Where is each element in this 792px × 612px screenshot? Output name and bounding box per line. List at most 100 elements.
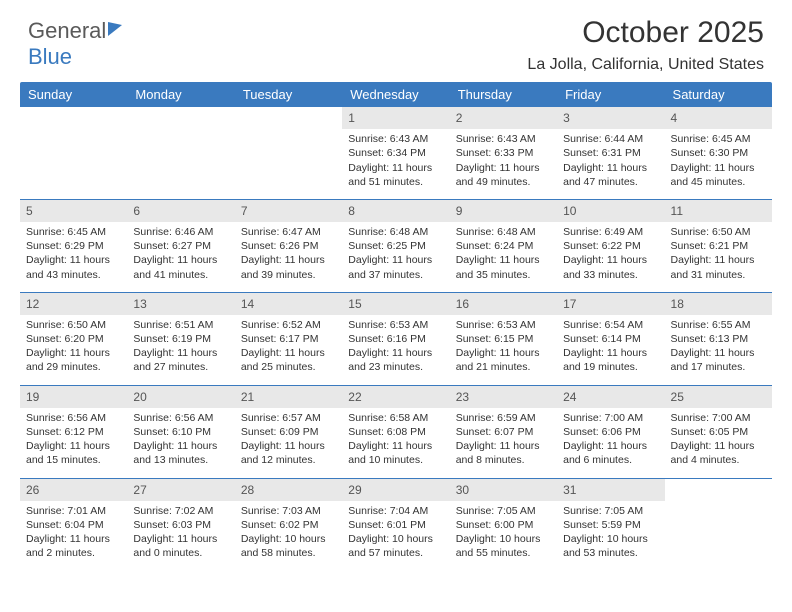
sunset-text: Sunset: 6:07 PM (456, 425, 551, 439)
day-number: 17 (557, 293, 664, 315)
sunset-text: Sunset: 6:25 PM (348, 239, 443, 253)
calendar-day: 14Sunrise: 6:52 AMSunset: 6:17 PMDayligh… (235, 293, 342, 385)
sunrise-text: Sunrise: 7:00 AM (563, 411, 658, 425)
day-body: Sunrise: 6:59 AMSunset: 6:07 PMDaylight:… (450, 408, 557, 478)
day-body: Sunrise: 6:50 AMSunset: 6:20 PMDaylight:… (20, 315, 127, 385)
day-label-monday: Monday (127, 82, 234, 107)
calendar-day: 17Sunrise: 6:54 AMSunset: 6:14 PMDayligh… (557, 293, 664, 385)
calendar-day: . (665, 479, 772, 571)
daylight-text: Daylight: 10 hours and 55 minutes. (456, 532, 551, 560)
day-number: 26 (20, 479, 127, 501)
sunrise-text: Sunrise: 6:53 AM (348, 318, 443, 332)
day-label-tuesday: Tuesday (235, 82, 342, 107)
day-body: Sunrise: 6:50 AMSunset: 6:21 PMDaylight:… (665, 222, 772, 292)
calendar-day: . (235, 107, 342, 199)
sunset-text: Sunset: 6:16 PM (348, 332, 443, 346)
day-body (665, 501, 772, 559)
day-label-thursday: Thursday (450, 82, 557, 107)
sunset-text: Sunset: 6:15 PM (456, 332, 551, 346)
day-label-saturday: Saturday (665, 82, 772, 107)
sunrise-text: Sunrise: 6:51 AM (133, 318, 228, 332)
sunset-text: Sunset: 6:24 PM (456, 239, 551, 253)
daylight-text: Daylight: 10 hours and 58 minutes. (241, 532, 336, 560)
calendar-day: 25Sunrise: 7:00 AMSunset: 6:05 PMDayligh… (665, 386, 772, 478)
sunrise-text: Sunrise: 6:46 AM (133, 225, 228, 239)
calendar-day: . (20, 107, 127, 199)
calendar-day: 27Sunrise: 7:02 AMSunset: 6:03 PMDayligh… (127, 479, 234, 571)
day-body: Sunrise: 7:03 AMSunset: 6:02 PMDaylight:… (235, 501, 342, 571)
day-label-sunday: Sunday (20, 82, 127, 107)
sunset-text: Sunset: 6:10 PM (133, 425, 228, 439)
day-number: 28 (235, 479, 342, 501)
day-number: 10 (557, 200, 664, 222)
calendar-day: 20Sunrise: 6:56 AMSunset: 6:10 PMDayligh… (127, 386, 234, 478)
day-body: Sunrise: 6:53 AMSunset: 6:16 PMDaylight:… (342, 315, 449, 385)
day-body: Sunrise: 7:00 AMSunset: 6:06 PMDaylight:… (557, 408, 664, 478)
calendar-day: 3Sunrise: 6:44 AMSunset: 6:31 PMDaylight… (557, 107, 664, 199)
day-number: 24 (557, 386, 664, 408)
day-number: 4 (665, 107, 772, 129)
sunset-text: Sunset: 6:05 PM (671, 425, 766, 439)
day-label-friday: Friday (557, 82, 664, 107)
daylight-text: Daylight: 11 hours and 21 minutes. (456, 346, 551, 374)
sunrise-text: Sunrise: 6:48 AM (456, 225, 551, 239)
daylight-text: Daylight: 11 hours and 35 minutes. (456, 253, 551, 281)
sunrise-text: Sunrise: 7:02 AM (133, 504, 228, 518)
day-number: 21 (235, 386, 342, 408)
day-number: 29 (342, 479, 449, 501)
day-body: Sunrise: 6:52 AMSunset: 6:17 PMDaylight:… (235, 315, 342, 385)
sunset-text: Sunset: 6:08 PM (348, 425, 443, 439)
sunset-text: Sunset: 6:22 PM (563, 239, 658, 253)
daylight-text: Daylight: 11 hours and 0 minutes. (133, 532, 228, 560)
day-body: Sunrise: 6:51 AMSunset: 6:19 PMDaylight:… (127, 315, 234, 385)
sunrise-text: Sunrise: 6:54 AM (563, 318, 658, 332)
calendar-day: 4Sunrise: 6:45 AMSunset: 6:30 PMDaylight… (665, 107, 772, 199)
daylight-text: Daylight: 11 hours and 19 minutes. (563, 346, 658, 374)
day-body: Sunrise: 7:00 AMSunset: 6:05 PMDaylight:… (665, 408, 772, 478)
daylight-text: Daylight: 11 hours and 23 minutes. (348, 346, 443, 374)
day-body: Sunrise: 7:05 AMSunset: 6:00 PMDaylight:… (450, 501, 557, 571)
day-body: Sunrise: 6:45 AMSunset: 6:29 PMDaylight:… (20, 222, 127, 292)
calendar-week: 5Sunrise: 6:45 AMSunset: 6:29 PMDaylight… (20, 199, 772, 292)
daylight-text: Daylight: 11 hours and 4 minutes. (671, 439, 766, 467)
daylight-text: Daylight: 11 hours and 33 minutes. (563, 253, 658, 281)
day-number: 22 (342, 386, 449, 408)
calendar-day: 29Sunrise: 7:04 AMSunset: 6:01 PMDayligh… (342, 479, 449, 571)
day-number: 27 (127, 479, 234, 501)
sunset-text: Sunset: 6:03 PM (133, 518, 228, 532)
sunset-text: Sunset: 6:33 PM (456, 146, 551, 160)
daylight-text: Daylight: 11 hours and 39 minutes. (241, 253, 336, 281)
day-number: 30 (450, 479, 557, 501)
sunset-text: Sunset: 6:31 PM (563, 146, 658, 160)
day-number: 20 (127, 386, 234, 408)
calendar-day: 16Sunrise: 6:53 AMSunset: 6:15 PMDayligh… (450, 293, 557, 385)
calendar-day: 15Sunrise: 6:53 AMSunset: 6:16 PMDayligh… (342, 293, 449, 385)
day-number: 16 (450, 293, 557, 315)
daylight-text: Daylight: 11 hours and 47 minutes. (563, 161, 658, 189)
day-body: Sunrise: 6:47 AMSunset: 6:26 PMDaylight:… (235, 222, 342, 292)
day-body: Sunrise: 6:56 AMSunset: 6:10 PMDaylight:… (127, 408, 234, 478)
sunrise-text: Sunrise: 6:45 AM (26, 225, 121, 239)
day-body (20, 129, 127, 187)
daylight-text: Daylight: 11 hours and 41 minutes. (133, 253, 228, 281)
sunrise-text: Sunrise: 6:52 AM (241, 318, 336, 332)
day-body: Sunrise: 6:56 AMSunset: 6:12 PMDaylight:… (20, 408, 127, 478)
brand-part1: General (28, 18, 106, 43)
sunset-text: Sunset: 6:27 PM (133, 239, 228, 253)
day-body: Sunrise: 6:45 AMSunset: 6:30 PMDaylight:… (665, 129, 772, 199)
daylight-text: Daylight: 11 hours and 45 minutes. (671, 161, 766, 189)
calendar-day: 21Sunrise: 6:57 AMSunset: 6:09 PMDayligh… (235, 386, 342, 478)
calendar-day: 6Sunrise: 6:46 AMSunset: 6:27 PMDaylight… (127, 200, 234, 292)
sunset-text: Sunset: 6:01 PM (348, 518, 443, 532)
sunset-text: Sunset: 6:00 PM (456, 518, 551, 532)
calendar-day: . (127, 107, 234, 199)
daylight-text: Daylight: 11 hours and 29 minutes. (26, 346, 121, 374)
calendar-week: 19Sunrise: 6:56 AMSunset: 6:12 PMDayligh… (20, 385, 772, 478)
day-body: Sunrise: 7:02 AMSunset: 6:03 PMDaylight:… (127, 501, 234, 571)
day-body (235, 129, 342, 187)
day-body: Sunrise: 6:48 AMSunset: 6:24 PMDaylight:… (450, 222, 557, 292)
day-number: 1 (342, 107, 449, 129)
day-number: 18 (665, 293, 772, 315)
calendar-day: 28Sunrise: 7:03 AMSunset: 6:02 PMDayligh… (235, 479, 342, 571)
sunset-text: Sunset: 6:29 PM (26, 239, 121, 253)
